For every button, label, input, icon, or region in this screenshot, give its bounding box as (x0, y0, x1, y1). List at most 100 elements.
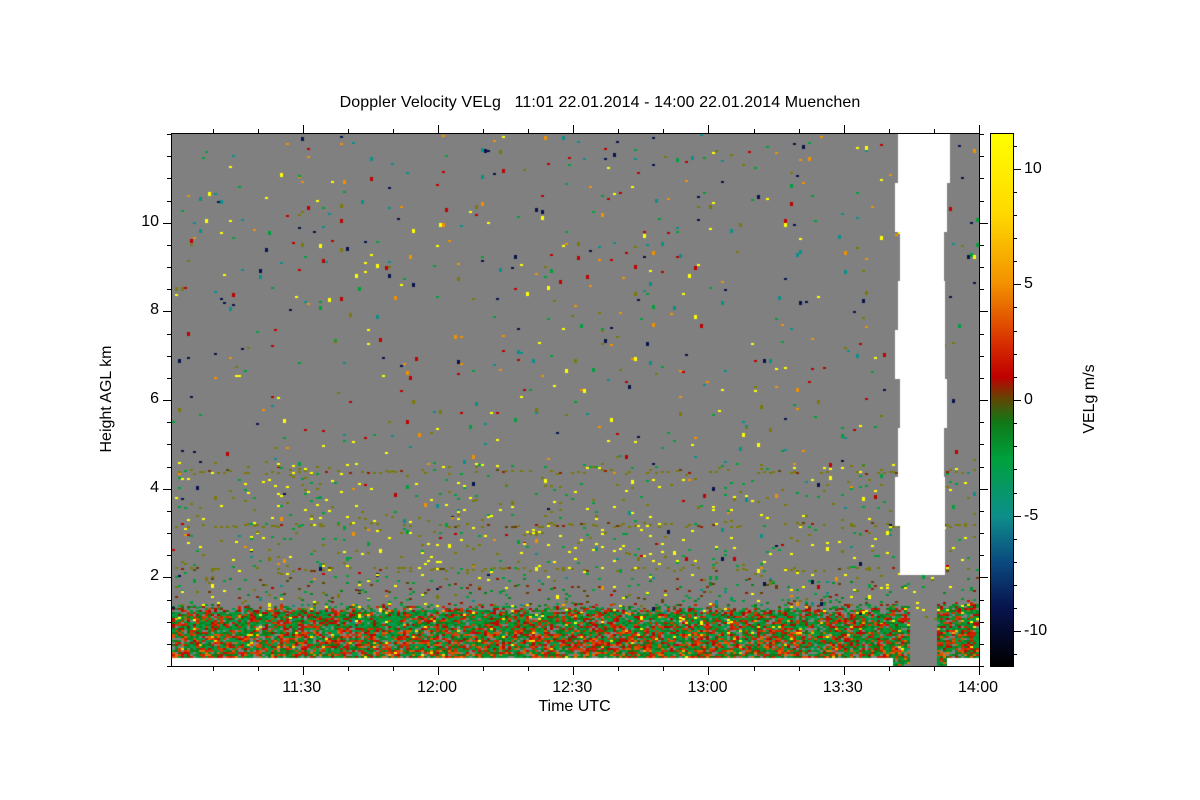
x-tick-mirror (708, 125, 709, 134)
colorbar-tick-label: -5 (1024, 506, 1039, 524)
y-tick-mirror (979, 134, 984, 135)
y-tick-mirror (979, 511, 984, 512)
x-tick-mirror (393, 129, 394, 134)
x-tick-mirror (303, 125, 304, 134)
y-tick-mirror (979, 311, 988, 312)
y-tick-mirror (979, 400, 988, 401)
x-tick-label: 12:00 (416, 679, 458, 696)
colorbar-tick (1013, 585, 1017, 586)
colorbar-tick (1013, 261, 1017, 262)
x-tick-label: 13:30 (822, 679, 863, 696)
y-tick-mirror (979, 201, 984, 202)
y-tick-mirror (979, 600, 984, 601)
colorbar-tick (1013, 423, 1017, 424)
y-tick (167, 201, 172, 202)
colorbar-tick (1013, 493, 1017, 494)
x-tick-mirror (438, 125, 439, 134)
x-tick (979, 666, 980, 675)
x-tick-mirror (799, 129, 800, 134)
x-tick (799, 666, 800, 671)
x-tick-mirror (889, 129, 890, 134)
y-tick-mirror (979, 533, 984, 534)
y-tick (167, 467, 172, 468)
plot-axes (163, 125, 988, 675)
x-tick (393, 666, 394, 671)
y-tick-mirror (979, 444, 984, 445)
x-tick (213, 666, 214, 671)
x-tick-mirror (258, 129, 259, 134)
colorbar-tick (1013, 238, 1017, 239)
y-tick (167, 267, 172, 268)
y-tick-mirror (979, 223, 988, 224)
page-title: Doppler Velocity VELg 11:01 22.01.2014 -… (339, 94, 861, 111)
y-tick (163, 577, 172, 578)
x-tick (844, 666, 845, 675)
colorbar-tick (1013, 354, 1017, 355)
x-tick-mirror (213, 129, 214, 134)
x-tick-mirror (754, 129, 755, 134)
y-tick (167, 378, 172, 379)
x-tick (348, 666, 349, 671)
x-tick-label: 12:30 (552, 679, 593, 696)
y-tick-mirror (979, 622, 984, 623)
y-tick (167, 533, 172, 534)
y-tick (167, 555, 172, 556)
x-tick-mirror (528, 129, 529, 134)
y-tick (167, 622, 172, 623)
y-tick (163, 223, 172, 224)
colorbar-tick (1013, 192, 1017, 193)
colorbar-tick (1013, 654, 1017, 655)
x-tick (663, 666, 664, 671)
y-tick-mirror (979, 289, 984, 290)
y-tick-label: 10 (141, 212, 159, 230)
colorbar-tick-label: -10 (1024, 622, 1048, 640)
y-tick-mirror (979, 334, 984, 335)
colorbar-tick (1013, 516, 1021, 517)
y-tick (167, 289, 172, 290)
y-tick-mirror (979, 666, 984, 667)
x-tick (483, 666, 484, 671)
y-tick (167, 511, 172, 512)
y-tick (167, 134, 172, 135)
colorbar-tick (1013, 377, 1017, 378)
x-tick-mirror (934, 129, 935, 134)
y-tick-mirror (979, 156, 984, 157)
x-tick (258, 666, 259, 671)
y-tick (163, 400, 172, 401)
colorbar-title-text: VELg m/s (1081, 364, 1098, 434)
y-tick (163, 311, 172, 312)
y-tick-label: 4 (150, 478, 159, 496)
x-tick (528, 666, 529, 671)
x-tick-mirror (348, 129, 349, 134)
x-tick (754, 666, 755, 671)
y-tick (167, 644, 172, 645)
x-tick-mirror (573, 125, 574, 134)
y-tick-mirror (979, 178, 984, 179)
x-axis-title-text: Time UTC (538, 698, 611, 715)
y-tick (167, 156, 172, 157)
x-axis-title: Time UTC (171, 698, 978, 716)
colorbar-tick (1013, 307, 1017, 308)
colorbar-tick (1013, 562, 1017, 563)
colorbar-gradient (991, 134, 1013, 666)
colorbar-tick-label: 0 (1024, 391, 1033, 408)
x-tick (438, 666, 439, 675)
x-tick-mirror (618, 129, 619, 134)
y-tick-mirror (979, 555, 984, 556)
y-axis-title-text: Height AGL km (98, 345, 115, 453)
colorbar-tick-label: 5 (1024, 275, 1033, 293)
colorbar-tick (1013, 608, 1017, 609)
y-tick-label: 2 (150, 567, 159, 585)
y-tick (163, 489, 172, 490)
x-tick (934, 666, 935, 671)
y-tick-mirror (979, 267, 984, 268)
colorbar-tick (1013, 446, 1017, 447)
x-tick (708, 666, 709, 675)
colorbar-tick (1013, 146, 1017, 147)
colorbar-tick (1013, 169, 1021, 170)
colorbar-tick (1013, 469, 1017, 470)
colorbar-tick (1013, 331, 1017, 332)
y-tick (167, 178, 172, 179)
y-tick-mirror (979, 467, 984, 468)
